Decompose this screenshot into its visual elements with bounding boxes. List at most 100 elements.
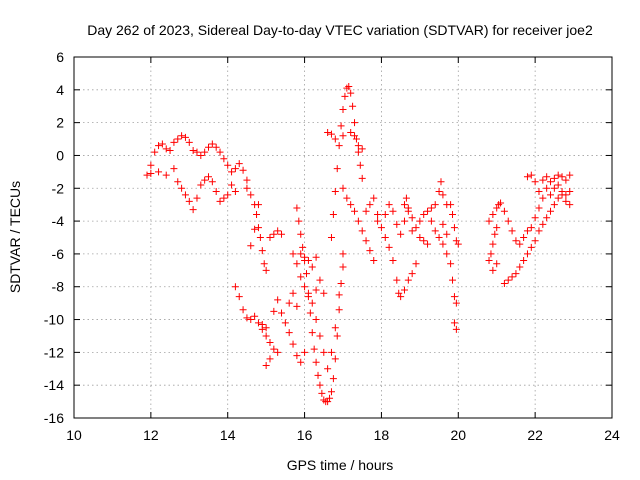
data-point <box>435 234 443 241</box>
data-point <box>201 148 209 156</box>
data-point <box>485 217 493 225</box>
data-point <box>566 188 574 196</box>
data-point <box>397 230 405 238</box>
data-point <box>358 145 366 153</box>
data-point <box>281 319 289 327</box>
data-point <box>312 253 320 261</box>
x-tick-label: 16 <box>297 427 313 443</box>
data-point <box>220 155 228 163</box>
x-axis-title: GPS time / hours <box>287 457 394 473</box>
data-point <box>243 184 251 192</box>
data-point <box>366 201 374 209</box>
data-point <box>535 204 543 212</box>
data-point <box>254 224 262 232</box>
data-point <box>424 207 432 215</box>
data-point <box>155 142 163 150</box>
data-point <box>450 319 458 327</box>
data-point <box>193 148 201 156</box>
data-point <box>370 256 378 264</box>
data-point <box>220 194 228 202</box>
y-tick-label: -14 <box>44 377 64 393</box>
data-point <box>314 371 322 379</box>
data-point <box>189 206 197 214</box>
data-point <box>212 188 220 196</box>
data-point <box>243 314 251 322</box>
data-point <box>535 188 543 196</box>
data-point <box>412 260 420 268</box>
data-point <box>174 178 182 186</box>
data-point <box>554 194 562 202</box>
data-point <box>512 270 520 278</box>
data-point <box>452 299 460 307</box>
data-point <box>297 230 305 238</box>
data-point <box>443 230 451 238</box>
data-point <box>181 191 189 199</box>
data-point <box>301 256 309 264</box>
data-point <box>327 130 335 138</box>
x-tick-label: 20 <box>450 427 466 443</box>
data-point <box>491 230 499 238</box>
data-point <box>354 142 362 150</box>
data-point <box>339 106 347 114</box>
data-point <box>262 332 270 340</box>
data-point <box>449 211 457 219</box>
data-point <box>500 279 508 287</box>
data-point <box>143 171 151 179</box>
data-point <box>320 348 328 356</box>
data-point <box>308 299 316 307</box>
data-point <box>454 240 462 248</box>
data-point <box>374 211 382 219</box>
data-point <box>527 243 535 251</box>
data-point <box>147 161 155 169</box>
data-point <box>400 286 408 294</box>
data-point <box>343 194 351 202</box>
data-point <box>189 147 197 155</box>
data-point <box>427 204 435 212</box>
data-point <box>420 211 428 219</box>
data-point <box>523 227 531 235</box>
data-point <box>356 161 364 169</box>
data-point <box>299 243 307 251</box>
data-point <box>297 358 305 366</box>
data-point <box>254 319 262 327</box>
data-point <box>439 240 447 248</box>
data-point <box>377 224 385 232</box>
data-point <box>197 151 205 159</box>
data-point <box>266 355 274 363</box>
data-point <box>539 220 547 228</box>
data-point <box>270 307 278 315</box>
data-point <box>543 173 551 181</box>
data-point <box>151 148 159 156</box>
y-tick-label: -12 <box>44 344 64 360</box>
data-point <box>508 273 516 281</box>
data-point <box>370 194 378 202</box>
data-point <box>566 171 574 179</box>
data-point <box>443 250 451 258</box>
data-point <box>178 184 186 192</box>
data-point <box>331 135 339 143</box>
data-point <box>447 201 455 209</box>
data-point <box>254 201 262 209</box>
data-point <box>285 299 293 307</box>
data-point <box>531 214 539 222</box>
data-point <box>381 234 389 241</box>
data-point <box>320 396 328 404</box>
data-point <box>550 184 558 192</box>
data-point <box>351 132 359 140</box>
data-point <box>239 166 247 174</box>
data-point <box>174 135 182 143</box>
x-tick-label: 22 <box>527 427 543 443</box>
y-tick-label: 0 <box>56 147 64 163</box>
data-point <box>558 173 566 181</box>
data-point <box>416 217 424 225</box>
x-tick-label: 24 <box>604 427 620 443</box>
data-point <box>266 339 274 347</box>
data-point <box>354 148 362 156</box>
data-point <box>289 250 297 258</box>
data-point <box>289 289 297 297</box>
data-point <box>402 194 410 202</box>
data-point <box>224 161 232 169</box>
y-axis: -16 -14 -12 -10 -8 -6 -4 -2 0 2 4 6 <box>44 49 612 426</box>
data-point <box>333 332 341 340</box>
data-point <box>389 207 397 215</box>
